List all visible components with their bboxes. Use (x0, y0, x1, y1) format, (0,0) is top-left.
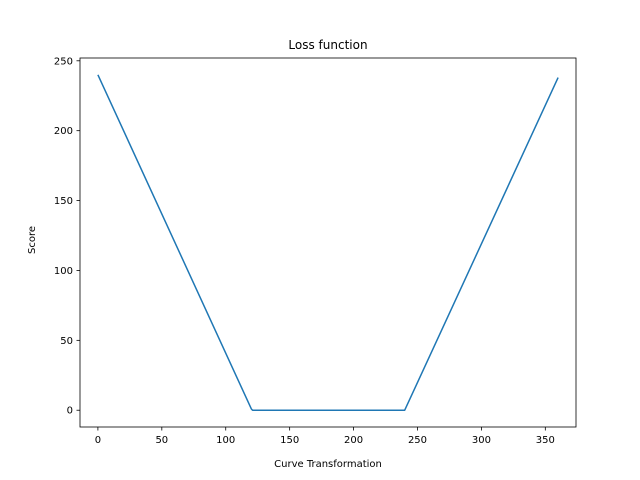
axes-frame (79, 57, 577, 428)
y-tick-label: 0 (67, 406, 73, 417)
y-axis-label: Score (27, 226, 38, 254)
x-tick-label: 200 (344, 435, 363, 446)
x-tick-label: 300 (472, 435, 491, 446)
y-tick-label: 250 (54, 56, 73, 67)
y-tick-label: 200 (54, 126, 73, 137)
x-tick-label: 250 (408, 435, 427, 446)
x-tick-label: 50 (155, 435, 168, 446)
series-line-0 (97, 74, 559, 411)
y-axis-ticks: 0 50 100 150 200 250 (54, 56, 80, 417)
x-axis-label: Curve Transformation (274, 459, 382, 470)
plot-area (79, 57, 577, 428)
x-axis-ticks: 0 50 100 150 200 250 300 350 (95, 427, 555, 446)
x-tick-label: 0 (95, 435, 101, 446)
y-tick-label: 50 (60, 336, 73, 347)
chart-title: Loss function (288, 38, 367, 52)
y-tick-label: 150 (54, 196, 73, 207)
x-tick-label: 350 (536, 435, 555, 446)
x-tick-label: 100 (216, 435, 235, 446)
x-tick-label: 150 (280, 435, 299, 446)
y-tick-label: 100 (54, 266, 73, 277)
